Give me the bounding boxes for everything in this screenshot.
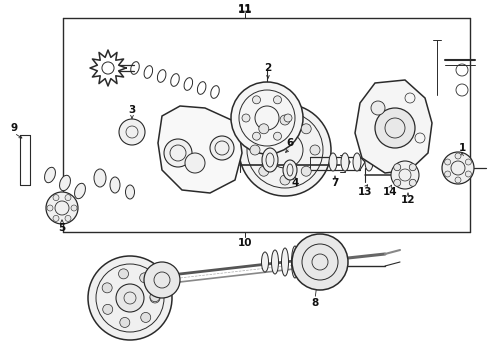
Text: 9: 9 xyxy=(10,123,18,133)
Ellipse shape xyxy=(60,175,71,191)
Text: 4: 4 xyxy=(292,178,299,188)
Text: 10: 10 xyxy=(238,238,252,248)
Ellipse shape xyxy=(353,153,361,171)
Text: 12: 12 xyxy=(401,195,415,205)
Circle shape xyxy=(103,304,113,314)
Circle shape xyxy=(102,283,112,293)
Circle shape xyxy=(292,234,348,290)
Circle shape xyxy=(301,124,311,134)
Circle shape xyxy=(150,293,160,303)
Ellipse shape xyxy=(110,177,120,193)
Ellipse shape xyxy=(281,248,289,276)
Text: 13: 13 xyxy=(358,187,372,197)
Ellipse shape xyxy=(45,167,55,183)
Text: 6: 6 xyxy=(286,138,294,148)
Circle shape xyxy=(455,153,461,159)
Circle shape xyxy=(46,192,78,224)
Circle shape xyxy=(284,114,292,122)
Text: 3: 3 xyxy=(128,105,136,115)
Circle shape xyxy=(47,205,53,211)
Circle shape xyxy=(242,114,250,122)
Circle shape xyxy=(394,179,401,186)
Circle shape xyxy=(88,256,172,340)
Text: 5: 5 xyxy=(58,223,66,233)
Circle shape xyxy=(252,132,261,140)
Circle shape xyxy=(119,269,128,279)
Ellipse shape xyxy=(341,153,349,171)
Circle shape xyxy=(310,145,320,155)
Circle shape xyxy=(371,101,385,115)
Ellipse shape xyxy=(329,153,337,171)
Circle shape xyxy=(116,284,144,312)
Circle shape xyxy=(65,195,71,201)
Circle shape xyxy=(444,171,451,177)
Text: 14: 14 xyxy=(383,187,397,197)
Circle shape xyxy=(375,108,415,148)
Circle shape xyxy=(391,161,419,189)
Circle shape xyxy=(164,139,192,167)
Text: 11: 11 xyxy=(238,5,252,15)
Ellipse shape xyxy=(271,250,278,274)
Text: 2: 2 xyxy=(265,63,271,73)
Circle shape xyxy=(252,96,261,104)
Circle shape xyxy=(119,119,145,145)
Ellipse shape xyxy=(283,160,297,180)
Circle shape xyxy=(466,171,471,177)
Circle shape xyxy=(466,159,471,165)
Circle shape xyxy=(409,164,416,171)
Circle shape xyxy=(280,175,290,185)
Circle shape xyxy=(250,145,260,155)
Circle shape xyxy=(141,312,151,323)
Circle shape xyxy=(71,205,77,211)
Circle shape xyxy=(150,292,160,302)
Text: 8: 8 xyxy=(311,298,318,308)
Circle shape xyxy=(259,166,269,176)
Circle shape xyxy=(409,179,416,186)
Circle shape xyxy=(120,318,130,328)
Ellipse shape xyxy=(262,252,269,272)
Circle shape xyxy=(301,166,311,176)
Circle shape xyxy=(140,273,149,283)
Text: 11: 11 xyxy=(238,4,252,14)
Text: 7: 7 xyxy=(331,178,339,188)
Circle shape xyxy=(65,215,71,221)
Circle shape xyxy=(273,132,281,140)
Circle shape xyxy=(444,159,451,165)
Ellipse shape xyxy=(262,148,278,172)
Circle shape xyxy=(442,152,474,184)
Ellipse shape xyxy=(94,169,106,187)
Polygon shape xyxy=(158,106,242,193)
Polygon shape xyxy=(355,80,432,173)
Circle shape xyxy=(259,124,269,134)
Circle shape xyxy=(185,153,205,173)
Ellipse shape xyxy=(125,185,134,199)
Circle shape xyxy=(210,136,234,160)
Ellipse shape xyxy=(292,246,298,278)
Circle shape xyxy=(53,195,59,201)
Circle shape xyxy=(394,164,401,171)
Circle shape xyxy=(231,82,303,154)
Ellipse shape xyxy=(301,244,309,280)
Circle shape xyxy=(144,262,180,298)
Text: 1: 1 xyxy=(458,143,466,153)
Circle shape xyxy=(280,115,290,125)
Circle shape xyxy=(273,96,281,104)
Ellipse shape xyxy=(74,183,85,199)
Ellipse shape xyxy=(365,153,373,171)
Circle shape xyxy=(239,104,331,196)
Circle shape xyxy=(455,177,461,183)
Circle shape xyxy=(53,215,59,221)
